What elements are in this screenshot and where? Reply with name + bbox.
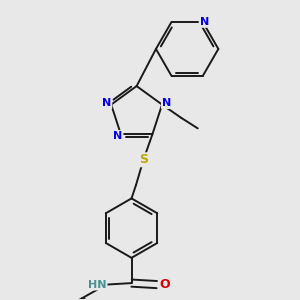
Text: HN: HN <box>88 280 106 290</box>
Text: N: N <box>200 17 209 27</box>
Text: O: O <box>159 278 169 291</box>
Text: S: S <box>139 153 148 166</box>
Text: N: N <box>162 98 171 108</box>
Text: N: N <box>102 98 111 108</box>
Text: N: N <box>113 131 123 141</box>
